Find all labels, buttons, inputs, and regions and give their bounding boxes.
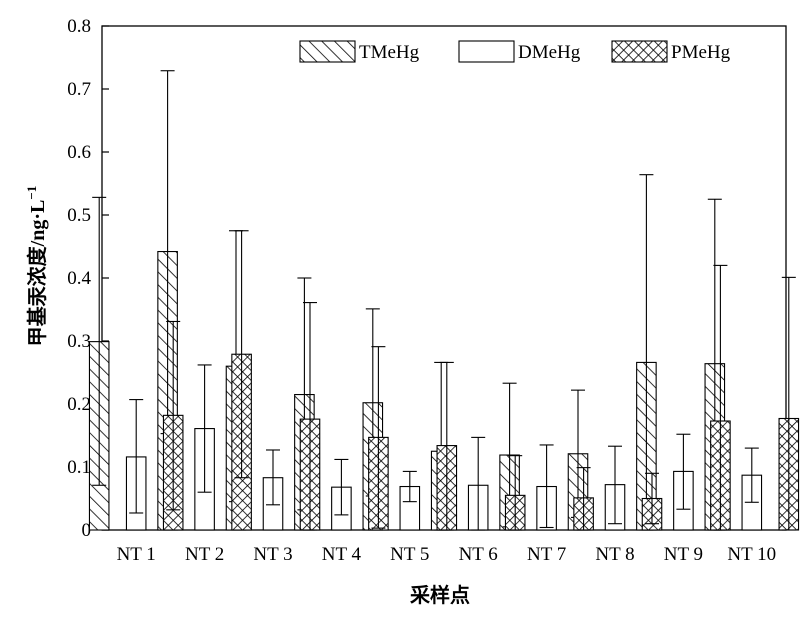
x-tick-label: NT 1 [117,544,156,565]
legend-swatch-pmehg [611,40,668,63]
y-tick-label: 0.6 [67,142,91,163]
x-tick-label: NT 9 [664,544,703,565]
legend-swatch-tmehg [299,40,356,63]
x-tick-label: NT 5 [390,544,429,565]
y-axis-title: 甲基汞浓度/ng·L−1 [24,186,49,347]
legend-item-pmehg: PMeHg [611,40,731,63]
x-tick-label: NT 7 [527,544,566,565]
y-tick-label: 0.3 [67,331,91,352]
legend-item-tmehg: TMeHg [299,40,420,63]
x-axis-title: 采样点 [410,583,470,607]
legend: TMeHg DMeHg PMeHg [299,40,731,63]
x-tick-label: NT 3 [253,544,292,565]
y-axis-title-unit-exponent: −1 [24,186,39,200]
x-tick-label: NT 4 [322,544,362,565]
x-tick-label: NT 2 [185,544,224,565]
y-tick-label: 0 [82,520,92,541]
legend-label-pmehg: PMeHg [671,42,731,63]
y-tick-label: 0.7 [67,79,91,100]
x-tick-label: NT 10 [727,544,776,565]
y-tick-label: 0.4 [67,268,91,289]
x-axis: NT 1 NT 2 NT 3 NT 4 NT 5 NT 6 NT 7 NT 8 NT 9 NT 1… [117,544,777,565]
y-tick-label: 0.1 [67,457,91,478]
x-tick-label: NT 8 [595,544,634,565]
legend-swatch-dmehg [458,40,515,63]
legend-label-tmehg: TMeHg [359,42,420,63]
y-tick-label: 0.8 [67,16,91,37]
y-axis-title-main: 甲基汞浓度/ng·L [25,200,49,347]
x-tick-label: NT 6 [459,544,498,565]
y-axis: 0 0.1 0.2 0.3 0.4 0.5 0.6 0.7 0.8 [67,16,109,541]
legend-label-dmehg: DMeHg [518,42,581,63]
legend-item-dmehg: DMeHg [458,40,581,63]
bars-layer [88,70,800,531]
y-tick-label: 0.5 [67,205,91,226]
y-tick-label: 0.2 [67,394,91,415]
